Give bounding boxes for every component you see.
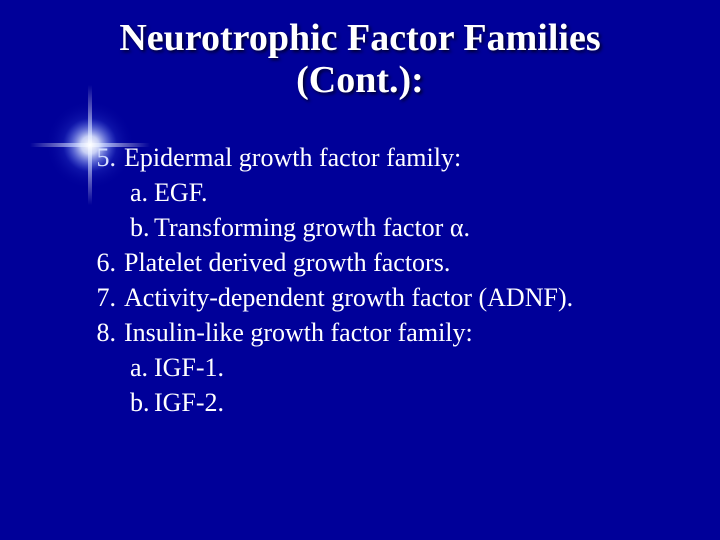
sub-item: b.Transforming growth factor α. xyxy=(90,210,720,245)
list-item: 6.Platelet derived growth factors. xyxy=(90,245,720,280)
slide-body: 5.Epidermal growth factor family:a.EGF.b… xyxy=(0,102,720,421)
list-item: 7.Activity-dependent growth factor (ADNF… xyxy=(90,280,720,315)
sub-item-text: EGF. xyxy=(154,175,208,210)
slide-title: Neurotrophic Factor Families (Cont.): xyxy=(0,0,720,102)
title-line-1: Neurotrophic Factor Families xyxy=(0,18,720,60)
item-text: Activity-dependent growth factor (ADNF). xyxy=(124,280,573,315)
sub-item: b.IGF-2. xyxy=(90,385,720,420)
item-number: 8. xyxy=(90,315,124,350)
item-text: Epidermal growth factor family: xyxy=(124,140,461,175)
sub-item-letter: a. xyxy=(124,350,154,385)
sub-item-letter: b. xyxy=(124,210,154,245)
title-line-2: (Cont.): xyxy=(0,60,720,102)
item-text: Insulin-like growth factor family: xyxy=(124,315,473,350)
sub-item-text: IGF-1. xyxy=(154,350,224,385)
item-text: Platelet derived growth factors. xyxy=(124,245,450,280)
item-number: 6. xyxy=(90,245,124,280)
item-number: 7. xyxy=(90,280,124,315)
list-item: 8.Insulin-like growth factor family: xyxy=(90,315,720,350)
item-number: 5. xyxy=(90,140,124,175)
sub-item-letter: a. xyxy=(124,175,154,210)
list-item: 5.Epidermal growth factor family: xyxy=(90,140,720,175)
sub-item: a.EGF. xyxy=(90,175,720,210)
sub-item-text: IGF-2. xyxy=(154,385,224,420)
sub-item: a.IGF-1. xyxy=(90,350,720,385)
sub-item-letter: b. xyxy=(124,385,154,420)
sub-item-text: Transforming growth factor α. xyxy=(154,210,470,245)
